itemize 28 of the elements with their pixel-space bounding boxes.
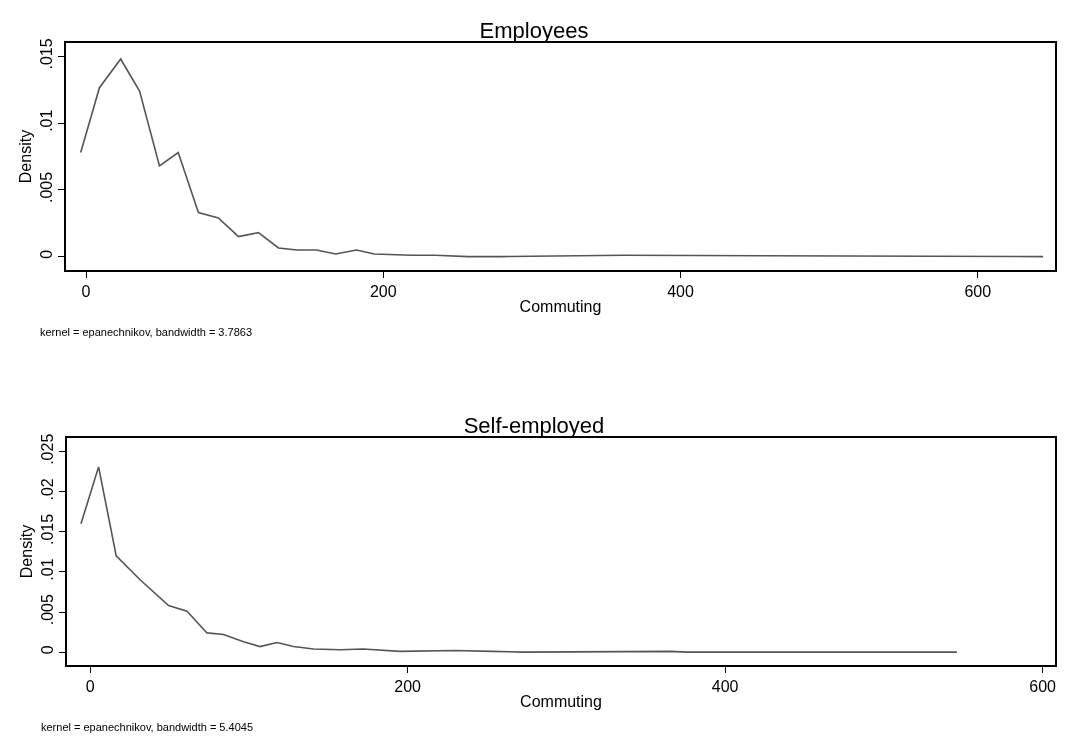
text: kernel = epanechnikov, bandwidth = 5.4045 — [41, 721, 254, 733]
text: kernel = epanechnikov, bandwidth = 3.7863 — [40, 326, 253, 338]
chart-title: Employees — [479, 18, 589, 43]
y-tick-label: .01 — [37, 109, 55, 132]
y-tick-label: .005 — [37, 171, 55, 204]
x-tick-label: 400 — [667, 283, 694, 301]
chart-title: Self-employed — [463, 413, 605, 438]
y-tick-label: 0 — [38, 645, 56, 655]
y-tick-label: .02 — [38, 478, 56, 501]
x-tick-label: 200 — [369, 283, 397, 301]
x-tick-label: 600 — [964, 283, 992, 301]
x-tick-label: 0 — [85, 678, 95, 696]
y-tick-label: .025 — [38, 433, 56, 465]
y-axis-title: Density — [17, 129, 34, 184]
x-tick-label: 200 — [394, 678, 422, 696]
y-tick-label: .01 — [38, 558, 56, 581]
y-tick-label: .005 — [38, 593, 56, 626]
line-series — [79, 58, 1044, 258]
y-tick-label: .015 — [38, 513, 56, 546]
y-tick-label: .015 — [37, 38, 55, 70]
line-series — [80, 466, 958, 653]
x-tick-label: 600 — [1029, 678, 1057, 696]
y-axis-title: Density — [18, 524, 35, 579]
x-tick-label: 0 — [81, 283, 91, 301]
x-axis-title: Commuting — [520, 693, 602, 711]
x-tick-label: 400 — [711, 678, 739, 696]
y-tick-label: 0 — [37, 249, 55, 259]
x-axis-title: Commuting — [519, 298, 602, 316]
